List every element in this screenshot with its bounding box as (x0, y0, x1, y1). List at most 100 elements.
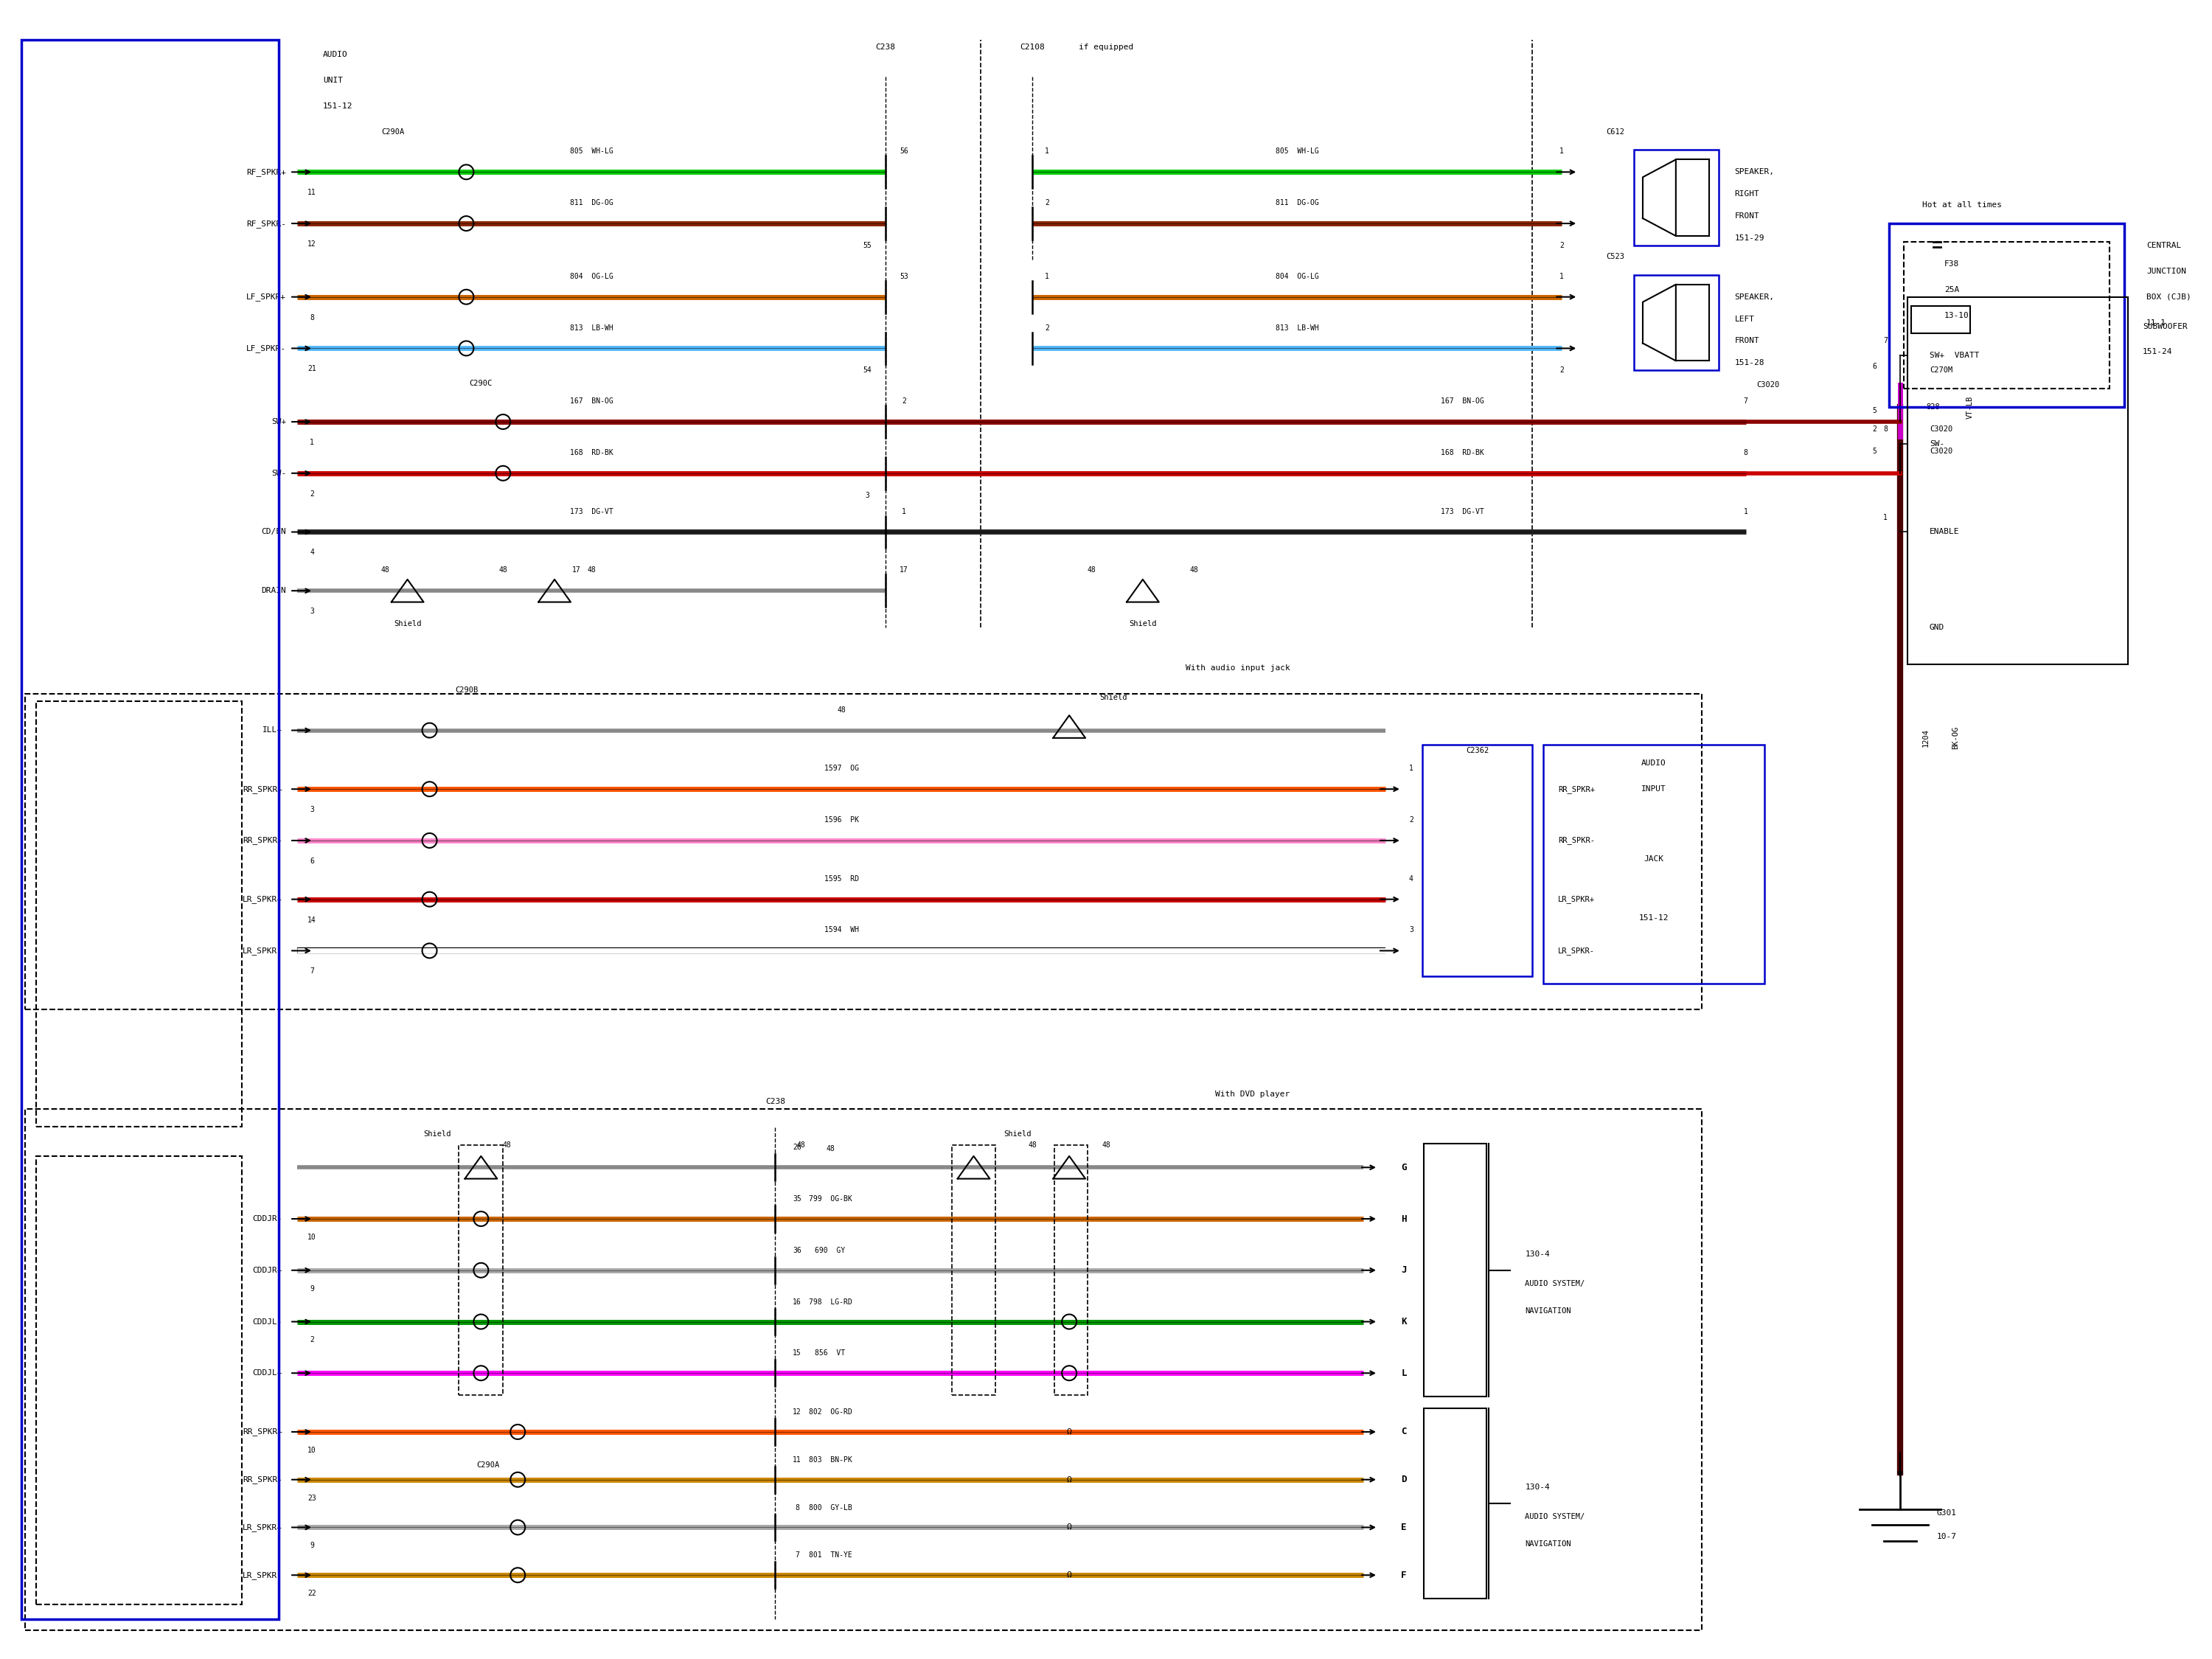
Text: 2: 2 (310, 489, 314, 498)
Text: UNIT: UNIT (323, 76, 343, 85)
Text: 48: 48 (1029, 1141, 1037, 1150)
Text: SW+: SW+ (272, 418, 285, 425)
Bar (1422, 745, 1533, 977)
Text: 26: 26 (792, 1145, 801, 1151)
Text: 4: 4 (310, 549, 314, 556)
Text: F38: F38 (1944, 260, 1960, 267)
Text: 799  OG-BK: 799 OG-BK (810, 1196, 852, 1203)
Text: AUDIO: AUDIO (323, 51, 347, 58)
Text: 813  LB-WH: 813 LB-WH (571, 324, 613, 332)
Text: SPEAKER,: SPEAKER, (1734, 168, 1774, 176)
Text: G301: G301 (1938, 1510, 1958, 1516)
Text: Shield: Shield (1004, 1131, 1031, 1138)
Text: LF_SPKR-: LF_SPKR- (246, 345, 285, 352)
Text: 167  BN-OG: 167 BN-OG (1440, 398, 1484, 405)
Text: 15: 15 (792, 1349, 801, 1357)
Bar (35, 702, 241, 1126)
Text: 3: 3 (1409, 926, 1413, 934)
Text: 856  VT: 856 VT (814, 1349, 845, 1357)
Text: 168  RD-BK: 168 RD-BK (1440, 450, 1484, 456)
Text: 3: 3 (310, 607, 314, 615)
Text: 48: 48 (1086, 566, 1095, 574)
Text: FRONT: FRONT (1734, 337, 1759, 345)
Text: 2: 2 (1409, 816, 1413, 823)
Text: RR_SPKR-: RR_SPKR- (243, 836, 283, 844)
Text: 8: 8 (1743, 450, 1747, 456)
Text: SW-: SW- (272, 469, 285, 476)
Text: 3: 3 (310, 806, 314, 813)
Text: D: D (1400, 1475, 1407, 1485)
Text: 48: 48 (825, 1145, 834, 1153)
Text: RR_SPKR+: RR_SPKR+ (243, 785, 283, 793)
Text: 13-10: 13-10 (1944, 312, 1969, 319)
Text: GND: GND (1929, 624, 1944, 630)
Bar (1905, 242, 2110, 388)
Bar (1425, 1408, 1486, 1599)
Text: RR_SPKR-: RR_SPKR- (243, 1475, 283, 1483)
Text: 36: 36 (792, 1248, 801, 1254)
Text: Shield: Shield (394, 620, 420, 627)
Text: 1: 1 (1743, 508, 1747, 514)
Text: LR_SPKR-: LR_SPKR- (243, 947, 283, 954)
Text: 14: 14 (307, 916, 316, 924)
Text: SUBWOOFER: SUBWOOFER (2143, 322, 2188, 330)
Text: 48: 48 (1190, 566, 1199, 574)
Text: LR_SPKR-: LR_SPKR- (243, 1571, 283, 1579)
Text: C238: C238 (765, 1098, 785, 1105)
Text: 1594  WH: 1594 WH (825, 926, 858, 934)
Text: RR_SPKR-: RR_SPKR- (1557, 836, 1595, 844)
Text: 4: 4 (1409, 874, 1413, 883)
Bar (458, 1145, 502, 1395)
Bar (24, 693, 1701, 1009)
Bar (1055, 1145, 1088, 1395)
Text: 1: 1 (1882, 514, 1887, 521)
Text: 2: 2 (1871, 425, 1876, 433)
Text: RR_SPKR+: RR_SPKR+ (1557, 785, 1595, 793)
Text: 8: 8 (794, 1503, 799, 1511)
Text: 48: 48 (586, 566, 595, 574)
Text: Hot at all times: Hot at all times (1922, 201, 2002, 209)
Text: 5: 5 (1871, 406, 1876, 415)
Text: 8: 8 (1882, 425, 1887, 433)
Text: 23: 23 (307, 1495, 316, 1501)
Text: RF_SPKR-: RF_SPKR- (246, 219, 285, 227)
Text: C290A: C290A (380, 128, 405, 136)
Text: 48: 48 (836, 707, 845, 713)
Text: LEFT: LEFT (1734, 315, 1754, 322)
Text: 8: 8 (310, 314, 314, 322)
Text: CDDJR-: CDDJR- (252, 1214, 283, 1223)
Text: 11: 11 (792, 1457, 801, 1463)
Text: 54: 54 (863, 367, 872, 373)
Text: 16: 16 (792, 1297, 801, 1306)
Text: Ω: Ω (1066, 1428, 1073, 1435)
Text: 805  WH-LG: 805 WH-LG (571, 148, 613, 156)
Text: NAVIGATION: NAVIGATION (1524, 1307, 1571, 1314)
Text: 11-1: 11-1 (2146, 319, 2166, 327)
Text: 56: 56 (900, 148, 909, 156)
Text: FRONT: FRONT (1734, 212, 1759, 219)
Text: G: G (1400, 1163, 1407, 1173)
Bar (1544, 745, 1765, 984)
Text: 1: 1 (1044, 272, 1048, 280)
Text: 690  GY: 690 GY (814, 1248, 845, 1254)
Text: AUDIO: AUDIO (1641, 760, 1666, 766)
Polygon shape (1644, 159, 1677, 236)
Text: 173  DG-VT: 173 DG-VT (1440, 508, 1484, 514)
Text: 2: 2 (1044, 324, 1048, 332)
Text: 804  OG-LG: 804 OG-LG (1276, 272, 1318, 280)
Text: 53: 53 (900, 272, 909, 280)
Text: 804  OG-LG: 804 OG-LG (571, 272, 613, 280)
Text: C238: C238 (876, 43, 896, 51)
Text: 10: 10 (307, 1234, 316, 1241)
Text: 25A: 25A (1944, 285, 1960, 294)
Text: 811  DG-OG: 811 DG-OG (571, 199, 613, 207)
Text: 2: 2 (1044, 199, 1048, 207)
Text: 151-29: 151-29 (1734, 234, 1765, 242)
Text: 11: 11 (307, 189, 316, 196)
Text: RIGHT: RIGHT (1734, 191, 1759, 197)
Text: 803  BN-PK: 803 BN-PK (810, 1457, 852, 1463)
Text: CENTRAL: CENTRAL (2146, 242, 2181, 249)
Text: CDDJL-: CDDJL- (252, 1317, 283, 1326)
Text: 17: 17 (900, 566, 909, 574)
Text: C290C: C290C (469, 380, 493, 387)
